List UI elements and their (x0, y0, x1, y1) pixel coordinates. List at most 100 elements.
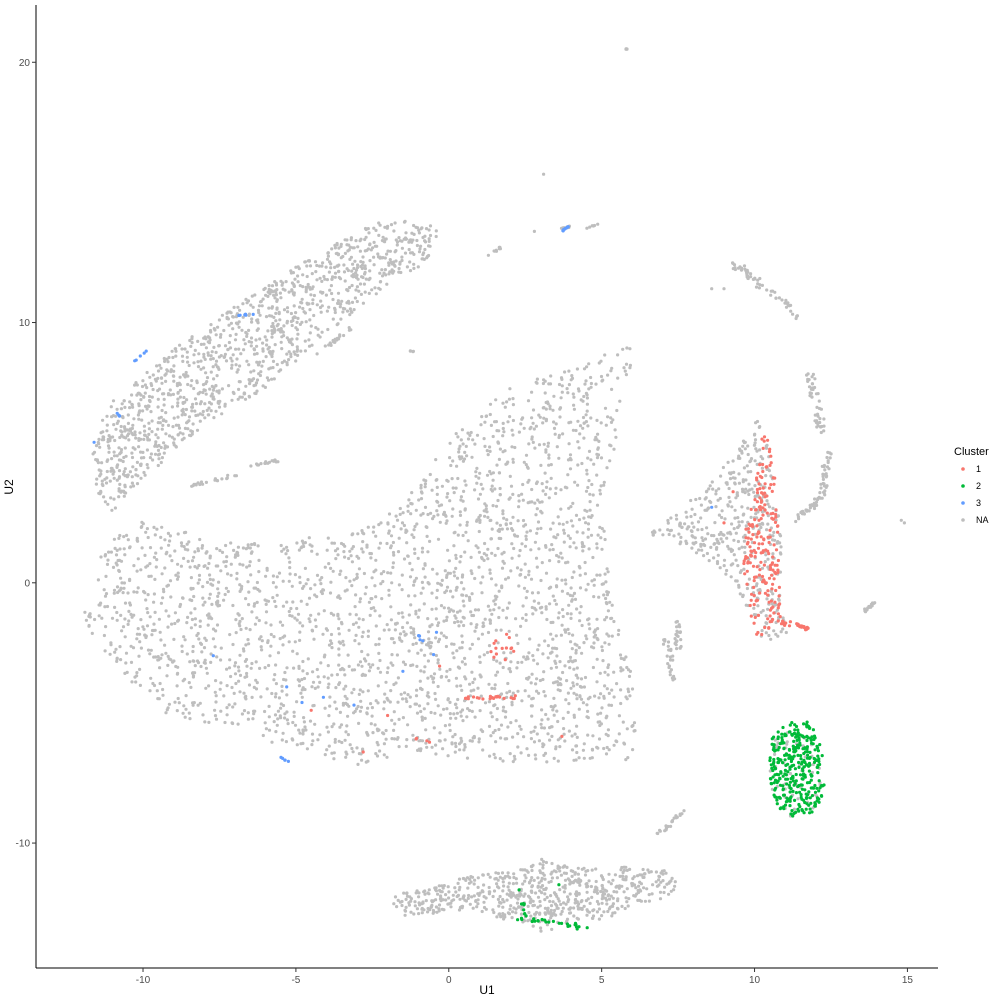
point (473, 576, 477, 581)
point (568, 659, 573, 663)
point (758, 425, 762, 429)
point (419, 591, 423, 595)
point (705, 489, 709, 493)
point (387, 512, 392, 516)
point (227, 340, 231, 345)
point (582, 367, 587, 371)
point (122, 399, 126, 403)
point (284, 740, 288, 744)
point (200, 650, 204, 654)
point (164, 552, 168, 556)
point (176, 390, 180, 395)
point (148, 652, 152, 656)
point (290, 323, 294, 328)
point (507, 397, 511, 401)
point (463, 550, 467, 554)
point (275, 298, 279, 302)
point (771, 538, 775, 542)
point (448, 456, 452, 460)
point (536, 895, 541, 899)
point (734, 496, 738, 500)
point (580, 651, 584, 655)
point (454, 566, 458, 571)
point (187, 363, 191, 368)
point (300, 297, 304, 301)
point (425, 745, 429, 749)
point (308, 264, 313, 268)
point (514, 719, 518, 723)
point (580, 461, 584, 466)
point (492, 608, 496, 612)
point (166, 531, 170, 536)
point (328, 260, 332, 264)
point (439, 713, 443, 717)
point (457, 908, 462, 912)
point (527, 573, 531, 577)
point (774, 632, 778, 636)
point (250, 294, 254, 298)
point (148, 456, 152, 460)
point (334, 686, 338, 690)
point (196, 360, 200, 364)
point (448, 728, 452, 733)
point (549, 704, 553, 709)
point (315, 573, 320, 578)
point (441, 886, 445, 890)
point (664, 871, 668, 875)
point (427, 239, 431, 243)
point (147, 574, 151, 579)
point (289, 269, 293, 273)
point (148, 689, 152, 693)
point (104, 625, 108, 629)
point (181, 410, 185, 414)
point (247, 328, 251, 332)
point (666, 518, 670, 523)
point (469, 610, 473, 614)
point (261, 341, 265, 345)
point (378, 658, 382, 663)
point (524, 876, 528, 880)
point (509, 521, 513, 526)
point (347, 285, 352, 290)
point (292, 350, 296, 354)
point (500, 871, 505, 875)
point (595, 503, 600, 507)
point (122, 494, 126, 498)
point (482, 552, 486, 556)
point (143, 391, 147, 395)
point (296, 265, 300, 269)
point (532, 729, 536, 733)
point (743, 447, 747, 451)
point (163, 359, 167, 363)
point (245, 671, 249, 676)
point (191, 644, 195, 649)
point (147, 394, 152, 399)
point (435, 596, 439, 600)
point (444, 635, 448, 640)
point (152, 592, 156, 596)
point (365, 543, 369, 547)
point (538, 889, 542, 893)
point (669, 879, 673, 883)
point (280, 549, 284, 553)
point (100, 616, 104, 620)
point (437, 884, 441, 888)
point (482, 900, 486, 904)
point (180, 649, 184, 654)
point (734, 531, 738, 535)
point (453, 750, 457, 754)
point (519, 912, 524, 916)
point (497, 727, 501, 732)
point (229, 356, 233, 360)
point (238, 364, 242, 368)
point (412, 262, 416, 266)
point (584, 489, 589, 493)
point (191, 402, 195, 406)
point (370, 576, 374, 580)
point (532, 658, 536, 662)
point (481, 621, 485, 625)
point (311, 670, 315, 674)
point (128, 603, 132, 607)
point (536, 520, 541, 524)
point (126, 413, 130, 417)
